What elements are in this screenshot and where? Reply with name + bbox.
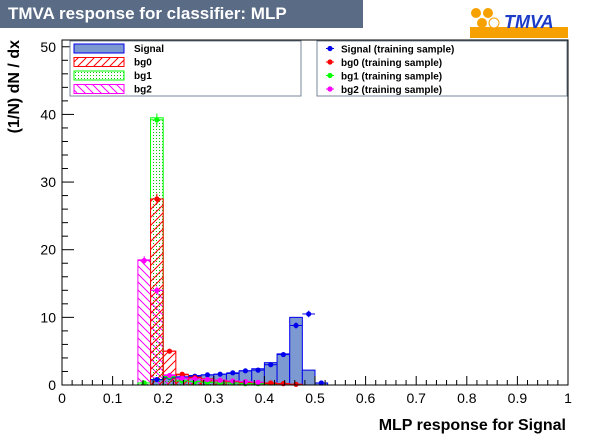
- y-tick-label: 10: [40, 309, 56, 325]
- logo-dot-icon: [483, 8, 493, 18]
- x-tick-label: 0.7: [406, 390, 426, 406]
- legend-swatch-bg0: [73, 57, 125, 67]
- hist-bar-signal: [301, 369, 316, 386]
- training-point-bg0: [166, 348, 173, 354]
- legend-label: bg2: [134, 85, 152, 96]
- training-point-signal: [154, 376, 160, 383]
- y-tick-label: 20: [40, 242, 56, 258]
- x-tick-label: 0.5: [305, 390, 325, 406]
- legend-box-right: [316, 40, 568, 97]
- training-point-bg2: [204, 376, 211, 383]
- training-point-bg0: [268, 380, 274, 386]
- logo-text: TMVA: [504, 12, 554, 32]
- x-tick-label: 0.2: [153, 390, 173, 406]
- y-tick-label: 30: [40, 174, 56, 190]
- x-tick-label: 1: [564, 390, 572, 406]
- x-tick-label: 0.6: [356, 390, 376, 406]
- training-point-bg0: [179, 371, 185, 377]
- legend-label: Signal: [134, 44, 164, 55]
- training-point-signal: [242, 368, 249, 374]
- y-tick-label: 40: [40, 106, 56, 122]
- training-point-signal: [255, 367, 261, 373]
- hist-bar-signal: [276, 353, 291, 386]
- legend-label: bg0: [134, 58, 152, 69]
- training-point-bg2: [141, 257, 147, 264]
- training-point-bg2: [179, 375, 185, 381]
- logo-bar-icon: [470, 27, 568, 38]
- legend-swatch-signal: [73, 43, 125, 54]
- logo-dot-icon: [471, 8, 481, 18]
- training-point-bg2: [154, 287, 160, 293]
- training-point-signal: [306, 311, 312, 317]
- legend-label: bg1: [134, 71, 152, 82]
- training-point-signal: [204, 372, 211, 378]
- training-point-signal: [293, 322, 299, 329]
- x-tick-label: 0: [58, 390, 66, 406]
- logo-dot-icon: [488, 17, 500, 29]
- legend-label: bg1 (training sample): [341, 72, 442, 83]
- training-point-bg2: [255, 379, 261, 385]
- training-point-bg2: [217, 377, 223, 383]
- logo-dot-icon: [477, 18, 487, 28]
- tmva-logo: TMVA: [470, 8, 568, 38]
- chart-title: TMVA response for classifier: MLP: [0, 0, 363, 28]
- y-axis-label: (1/N) dN / dx: [6, 40, 23, 133]
- x-tick-label: 0.8: [457, 390, 477, 406]
- training-point-bg2: [192, 376, 198, 382]
- training-point-signal: [217, 371, 223, 377]
- x-tick-label: 0.3: [204, 390, 224, 406]
- legend-swatch-bg1: [73, 70, 125, 81]
- training-point-signal: [268, 362, 274, 368]
- hist-bar-bg2: [137, 259, 152, 386]
- x-tick-label: 0.1: [103, 390, 123, 406]
- training-point-bg2: [166, 372, 173, 379]
- training-point-bg2: [242, 379, 249, 385]
- x-axis-label: MLP response for Signal: [379, 417, 566, 434]
- training-point-signal: [318, 380, 324, 386]
- training-point-signal: [280, 351, 286, 358]
- training-point-bg2: [230, 378, 236, 384]
- legend-label: Signal (training sample): [341, 45, 454, 56]
- training-point-bg0: [154, 196, 160, 202]
- training-point-bg0: [293, 381, 299, 387]
- x-tick-label: 0.9: [508, 390, 528, 406]
- y-tick-label: 50: [40, 39, 56, 55]
- legend-label: bg0 (training sample): [341, 58, 442, 69]
- y-tick-label: 0: [48, 377, 56, 393]
- x-tick-label: 0.4: [255, 390, 275, 406]
- legend-swatch-bg2: [73, 84, 125, 94]
- training-point-bg1: [154, 117, 160, 123]
- legend-label: bg2 (training sample): [341, 85, 442, 96]
- training-point-signal: [230, 370, 236, 376]
